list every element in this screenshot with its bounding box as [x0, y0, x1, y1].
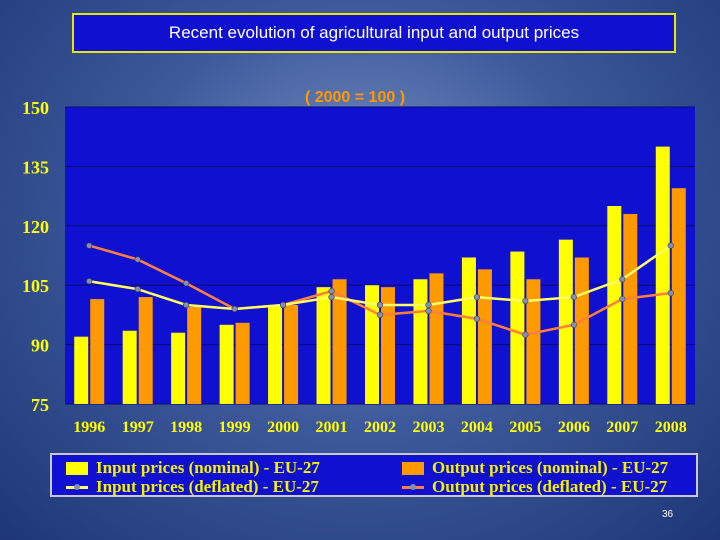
output-deflated-point: [570, 321, 577, 328]
bar-input-nominal: [268, 305, 283, 404]
input-deflated-point: [522, 297, 529, 305]
bar-input-nominal: [122, 330, 137, 404]
x-tick-label: 2001: [316, 419, 348, 436]
x-tick-label: 2000: [267, 419, 299, 436]
input-deflated-point: [570, 293, 577, 301]
bar-output-nominal: [671, 188, 686, 404]
output-deflated-point: [522, 331, 529, 338]
output-deflated-point: [425, 307, 432, 315]
legend-item-input-deflated: Input prices (deflated) - EU-27: [66, 477, 319, 497]
input-deflated-point: [667, 242, 674, 249]
bar-output-nominal: [284, 305, 299, 404]
bar-output-nominal: [187, 306, 202, 404]
bar-input-nominal: [558, 239, 573, 404]
chart-subtitle: ( 2000 = 100 ): [305, 89, 405, 106]
output-deflated-point: [183, 280, 190, 287]
input-deflated-point: [376, 301, 384, 309]
input-deflated-point: [619, 276, 626, 283]
legend-label: Input prices (deflated) - EU-27: [96, 477, 319, 496]
legend-item-input-nominal: Input prices (nominal) - EU-27: [66, 458, 320, 478]
x-tick-label: 2005: [509, 419, 541, 436]
legend-swatch-input-deflated: [66, 481, 88, 493]
y-tick-label: 105: [22, 276, 49, 296]
bar-input-nominal: [607, 206, 622, 404]
x-tick-label: 1998: [170, 419, 202, 436]
bar-input-nominal: [171, 332, 186, 404]
x-tick-label: 2007: [606, 419, 638, 436]
legend-swatch-input-nominal: [66, 461, 88, 475]
output-deflated-point: [619, 295, 626, 303]
output-deflated-point: [328, 288, 335, 295]
input-deflated-point: [86, 278, 93, 285]
output-deflated-point: [376, 311, 384, 319]
x-tick-label: 2008: [655, 419, 687, 436]
x-tick-label: 2002: [364, 419, 396, 436]
bar-output-nominal: [90, 299, 105, 404]
plot-area: [65, 107, 695, 404]
bar-input-nominal: [510, 251, 525, 404]
output-deflated-point: [667, 290, 674, 297]
bar-output-nominal: [526, 279, 541, 404]
bar-output-nominal: [235, 322, 250, 404]
legend-item-output-deflated: Output prices (deflated) - EU-27: [402, 477, 667, 497]
input-deflated-point: [183, 301, 190, 309]
input-deflated-point: [134, 286, 141, 293]
bar-input-nominal: [219, 324, 234, 404]
x-tick-label: 1997: [122, 419, 154, 436]
y-tick-label: 135: [22, 157, 49, 177]
x-tick-label: 2004: [461, 419, 493, 436]
legend-swatch-output-nominal: [402, 461, 424, 475]
x-tick-label: 1996: [73, 419, 105, 436]
x-tick-label: 2003: [412, 419, 444, 436]
y-tick-label: 150: [22, 98, 49, 118]
page-number: 36: [662, 509, 674, 520]
output-deflated-point: [134, 256, 141, 263]
x-tick-label: 1999: [219, 419, 251, 436]
input-deflated-point: [279, 301, 287, 309]
bar-input-nominal: [655, 146, 670, 404]
x-tick-label: 2006: [558, 419, 590, 436]
bar-input-nominal: [365, 285, 379, 404]
legend-label: Input prices (nominal) - EU-27: [96, 458, 320, 477]
legend: Input prices (nominal) - EU-27 Output pr…: [50, 453, 698, 497]
output-deflated-point: [86, 242, 93, 249]
legend-label: Output prices (nominal) - EU-27: [432, 458, 669, 477]
bar-input-nominal: [413, 279, 428, 404]
legend-swatch-output-deflated: [402, 481, 424, 493]
input-deflated-point: [231, 305, 238, 313]
bar-output-nominal: [381, 287, 395, 404]
input-deflated-point: [328, 293, 335, 301]
bar-output-nominal: [332, 279, 347, 404]
bar-output-nominal: [477, 269, 492, 404]
output-deflated-point: [473, 315, 481, 322]
bar-output-nominal: [138, 297, 153, 404]
bar-output-nominal: [574, 257, 589, 404]
bar-output-nominal: [623, 213, 638, 404]
y-tick-label: 120: [22, 217, 49, 237]
y-tick-label: 90: [31, 336, 49, 356]
bar-input-nominal: [316, 287, 331, 404]
bar-input-nominal: [461, 257, 476, 404]
input-deflated-point: [473, 293, 481, 301]
bar-input-nominal: [74, 336, 89, 404]
bar-output-nominal: [429, 273, 444, 404]
legend-item-output-nominal: Output prices (nominal) - EU-27: [402, 458, 668, 478]
input-deflated-point: [425, 301, 432, 309]
legend-label: Output prices (deflated) - EU-27: [432, 477, 668, 496]
chart-title: Recent evolution of agricultural input a…: [72, 13, 676, 53]
y-tick-label: 75: [31, 395, 49, 415]
